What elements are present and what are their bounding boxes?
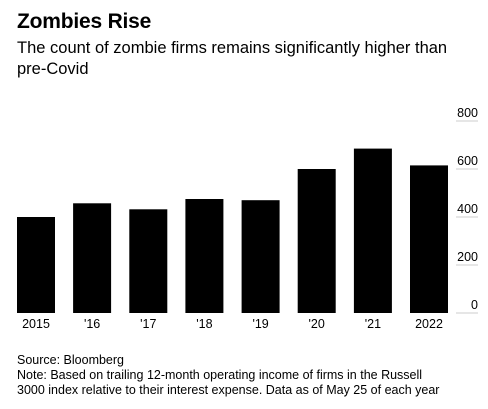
x-tick-label-4: '19	[252, 317, 268, 331]
note-line-1: Note: Based on trailing 12-month operati…	[17, 368, 423, 382]
x-tick-label-1: '16	[84, 317, 100, 331]
bars-group	[17, 148, 448, 313]
chart-subtitle: The count of zombie firms remains signif…	[17, 39, 448, 78]
bar-3	[185, 199, 224, 313]
chart-title: Zombies Rise	[17, 10, 152, 33]
bar-4	[241, 200, 280, 313]
y-tick-label-200: 200	[457, 250, 478, 264]
chart-footer: Source: Bloomberg Note: Based on trailin…	[17, 353, 482, 398]
x-tick-label-7: 2022	[415, 317, 443, 331]
y-tick-label-0: 0	[471, 298, 478, 312]
x-tick-label-5: '20	[309, 317, 325, 331]
bar-chart: 800 600 400 200 0 2015 '16 '17 '18 '19 '20 '21 2022	[17, 106, 478, 331]
x-tick-label-3: '18	[196, 317, 212, 331]
bar-5	[297, 169, 336, 313]
y-tick-label-600: 600	[457, 154, 478, 168]
source-note: Source: Bloomberg	[17, 353, 125, 367]
x-axis: 2015 '16 '17 '18 '19 '20 '21 2022	[22, 317, 443, 331]
bar-6	[353, 148, 392, 313]
bar-2	[129, 209, 168, 313]
y-tick-label-800: 800	[457, 106, 478, 120]
bar-0	[17, 217, 55, 313]
x-tick-label-2: '17	[140, 317, 156, 331]
bar-7	[410, 165, 448, 313]
y-tick-label-400: 400	[457, 202, 478, 216]
y-axis: 800 600 400 200 0	[456, 106, 478, 314]
bar-1	[73, 203, 112, 313]
x-tick-label-0: 2015	[22, 317, 50, 331]
note-line-2: 3000 index relative to their interest ex…	[17, 383, 440, 397]
x-tick-label-6: '21	[365, 317, 381, 331]
